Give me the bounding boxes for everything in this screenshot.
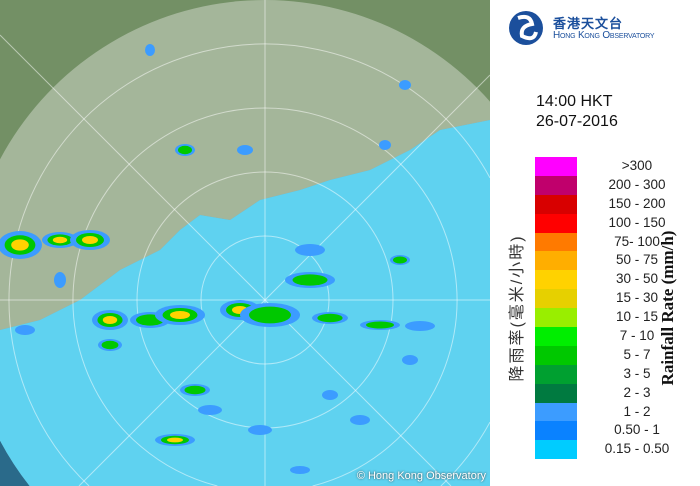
time-text: 14:00 HKT [536,93,613,110]
legend-swatch [535,345,577,365]
range-spoke [78,74,490,486]
rain-echo [402,355,418,365]
legend-swatch [535,421,577,441]
rain-echo [167,437,183,443]
rain-echo [145,44,155,56]
legend-label: 15 - 30 [615,290,659,306]
legend-swatch [535,232,577,252]
rain-echo [102,316,118,324]
legend-swatch [535,383,577,403]
legend-title-zh: 降雨率(毫米/小時) [509,234,526,382]
legend-color-bar [535,157,577,460]
legend-swatch [535,194,577,214]
rain-echo [198,405,222,415]
legend-swatch [535,157,577,176]
legend-label: 200 - 300 [608,176,666,192]
legend-label: 30 - 50 [615,271,659,287]
legend-swatch [535,270,577,290]
legend-title-en: Rainfall Rate (mm/h) [658,230,677,386]
rain-echo [295,244,325,256]
rain-echo [379,140,391,150]
legend-label: 100 - 150 [608,214,666,230]
legend-swatch [535,364,577,384]
legend-label: 0.50 - 1 [614,422,660,438]
radar-echoes [0,44,435,474]
legend-label: 3 - 5 [623,365,651,381]
rain-echo [317,313,343,323]
rain-echo [52,236,68,244]
rain-echo [82,236,98,244]
range-ring [8,43,490,486]
rain-echo [290,466,310,474]
legend-swatch [535,251,577,271]
legend-swatch [535,175,577,195]
legend-label: 5 - 7 [623,346,651,362]
rain-echo [393,256,407,264]
legend-swatch [535,289,577,309]
legend-swatch [535,327,577,346]
rain-echo [184,385,206,395]
legend-swatch [535,213,577,233]
legend-label: 7 - 10 [619,328,655,344]
rain-echo [350,415,370,425]
rain-echo [101,340,119,350]
copyright-text: © Hong Kong Observatory [356,470,486,482]
legend-swatch [535,402,577,422]
rain-echo [322,390,338,400]
rain-echo [15,325,35,335]
legend-labels: >300 200 - 300 150 - 200 100 - 150 75- 100 50… [582,157,692,459]
rain-echo [248,425,272,435]
rain-echo [178,145,192,155]
radar-map[interactable] [0,0,490,486]
rain-echo [17,243,23,247]
rain-echo [54,272,66,288]
rain-echo [292,274,328,286]
legend-label: 75- 100 [614,233,660,249]
rain-echo [405,321,435,331]
legend-label: 50 - 75 [615,252,659,268]
logo-name-en: Hong Kong Observatory [553,30,655,41]
legend-label: 10 - 15 [615,309,659,325]
rain-echo [399,80,411,90]
rain-echo [237,145,253,155]
rain-echo [366,321,394,329]
rain-echo [249,306,291,324]
date-text: 26-07-2016 [536,113,618,130]
legend-swatch [535,440,577,460]
range-spoke [0,34,452,486]
legend-label: 1 - 2 [623,403,651,419]
legend-label: 150 - 200 [608,195,666,211]
timestamp: 14:00 HKT 26-07-2016 [536,92,618,132]
legend-label: 2 - 3 [623,384,651,400]
logo-name-zh: 香港天文台 [553,16,624,31]
legend-label: >300 [621,158,653,173]
legend-label: 0.15 - 0.50 [604,441,670,457]
hko-logo [509,11,543,45]
rain-echo [170,311,190,319]
legend-swatch [535,308,577,328]
